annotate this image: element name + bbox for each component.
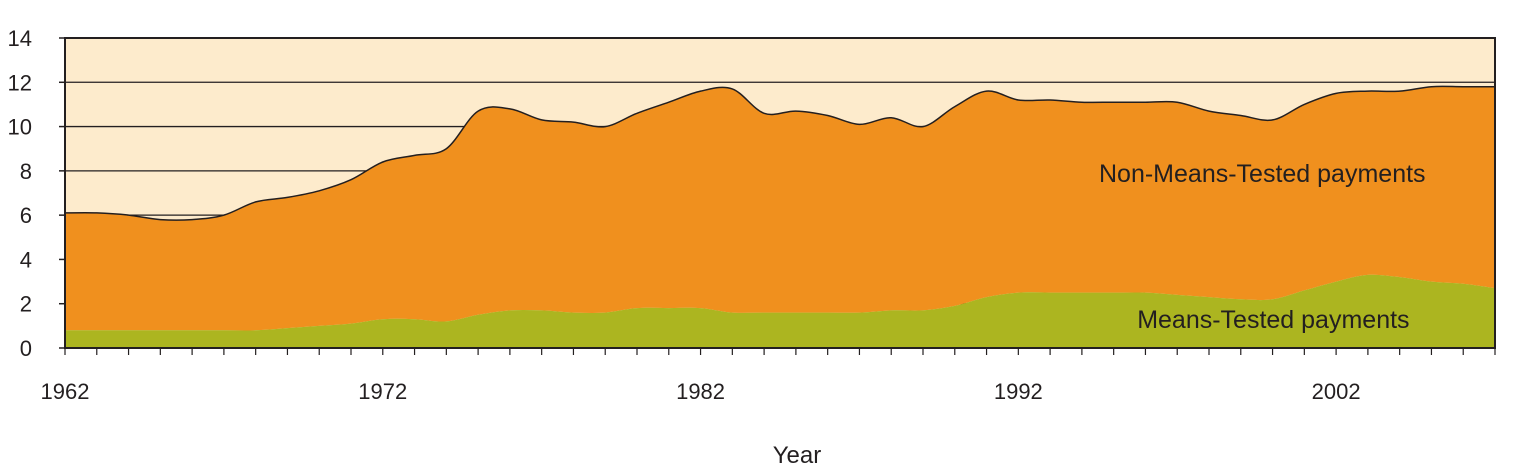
x-axis-ticks: 1962 1972 1982 1992 2002 bbox=[41, 348, 1496, 404]
series-label-means-tested: Means-Tested payments bbox=[1137, 306, 1409, 334]
y-tick-label: 10 bbox=[8, 115, 32, 140]
x-tick-label: 1982 bbox=[676, 379, 725, 404]
y-axis-ticks: 0 2 4 6 8 10 12 14 bbox=[8, 26, 65, 361]
y-tick-label: 4 bbox=[20, 247, 32, 272]
series-outline-total bbox=[64, 85, 1495, 221]
y-tick-label: 6 bbox=[20, 203, 32, 228]
y-tick-label: 8 bbox=[20, 159, 32, 184]
x-tick-label: 1992 bbox=[994, 379, 1043, 404]
plot-border bbox=[64, 37, 1496, 349]
x-tick-label: 1962 bbox=[41, 379, 90, 404]
y-tick-label: 14 bbox=[8, 26, 32, 51]
series-area-means-tested bbox=[65, 274, 1495, 348]
x-tick-label: 1972 bbox=[358, 379, 407, 404]
series-label-non-means-tested: Non-Means-Tested payments bbox=[1099, 160, 1426, 188]
x-axis-title: Year bbox=[773, 442, 822, 469]
y-tick-label: 0 bbox=[20, 336, 32, 361]
x-tick-label: 2002 bbox=[1312, 379, 1361, 404]
series-area-non-means-tested bbox=[65, 86, 1495, 331]
y-tick-label: 12 bbox=[8, 70, 32, 95]
y-tick-label: 2 bbox=[20, 292, 32, 317]
